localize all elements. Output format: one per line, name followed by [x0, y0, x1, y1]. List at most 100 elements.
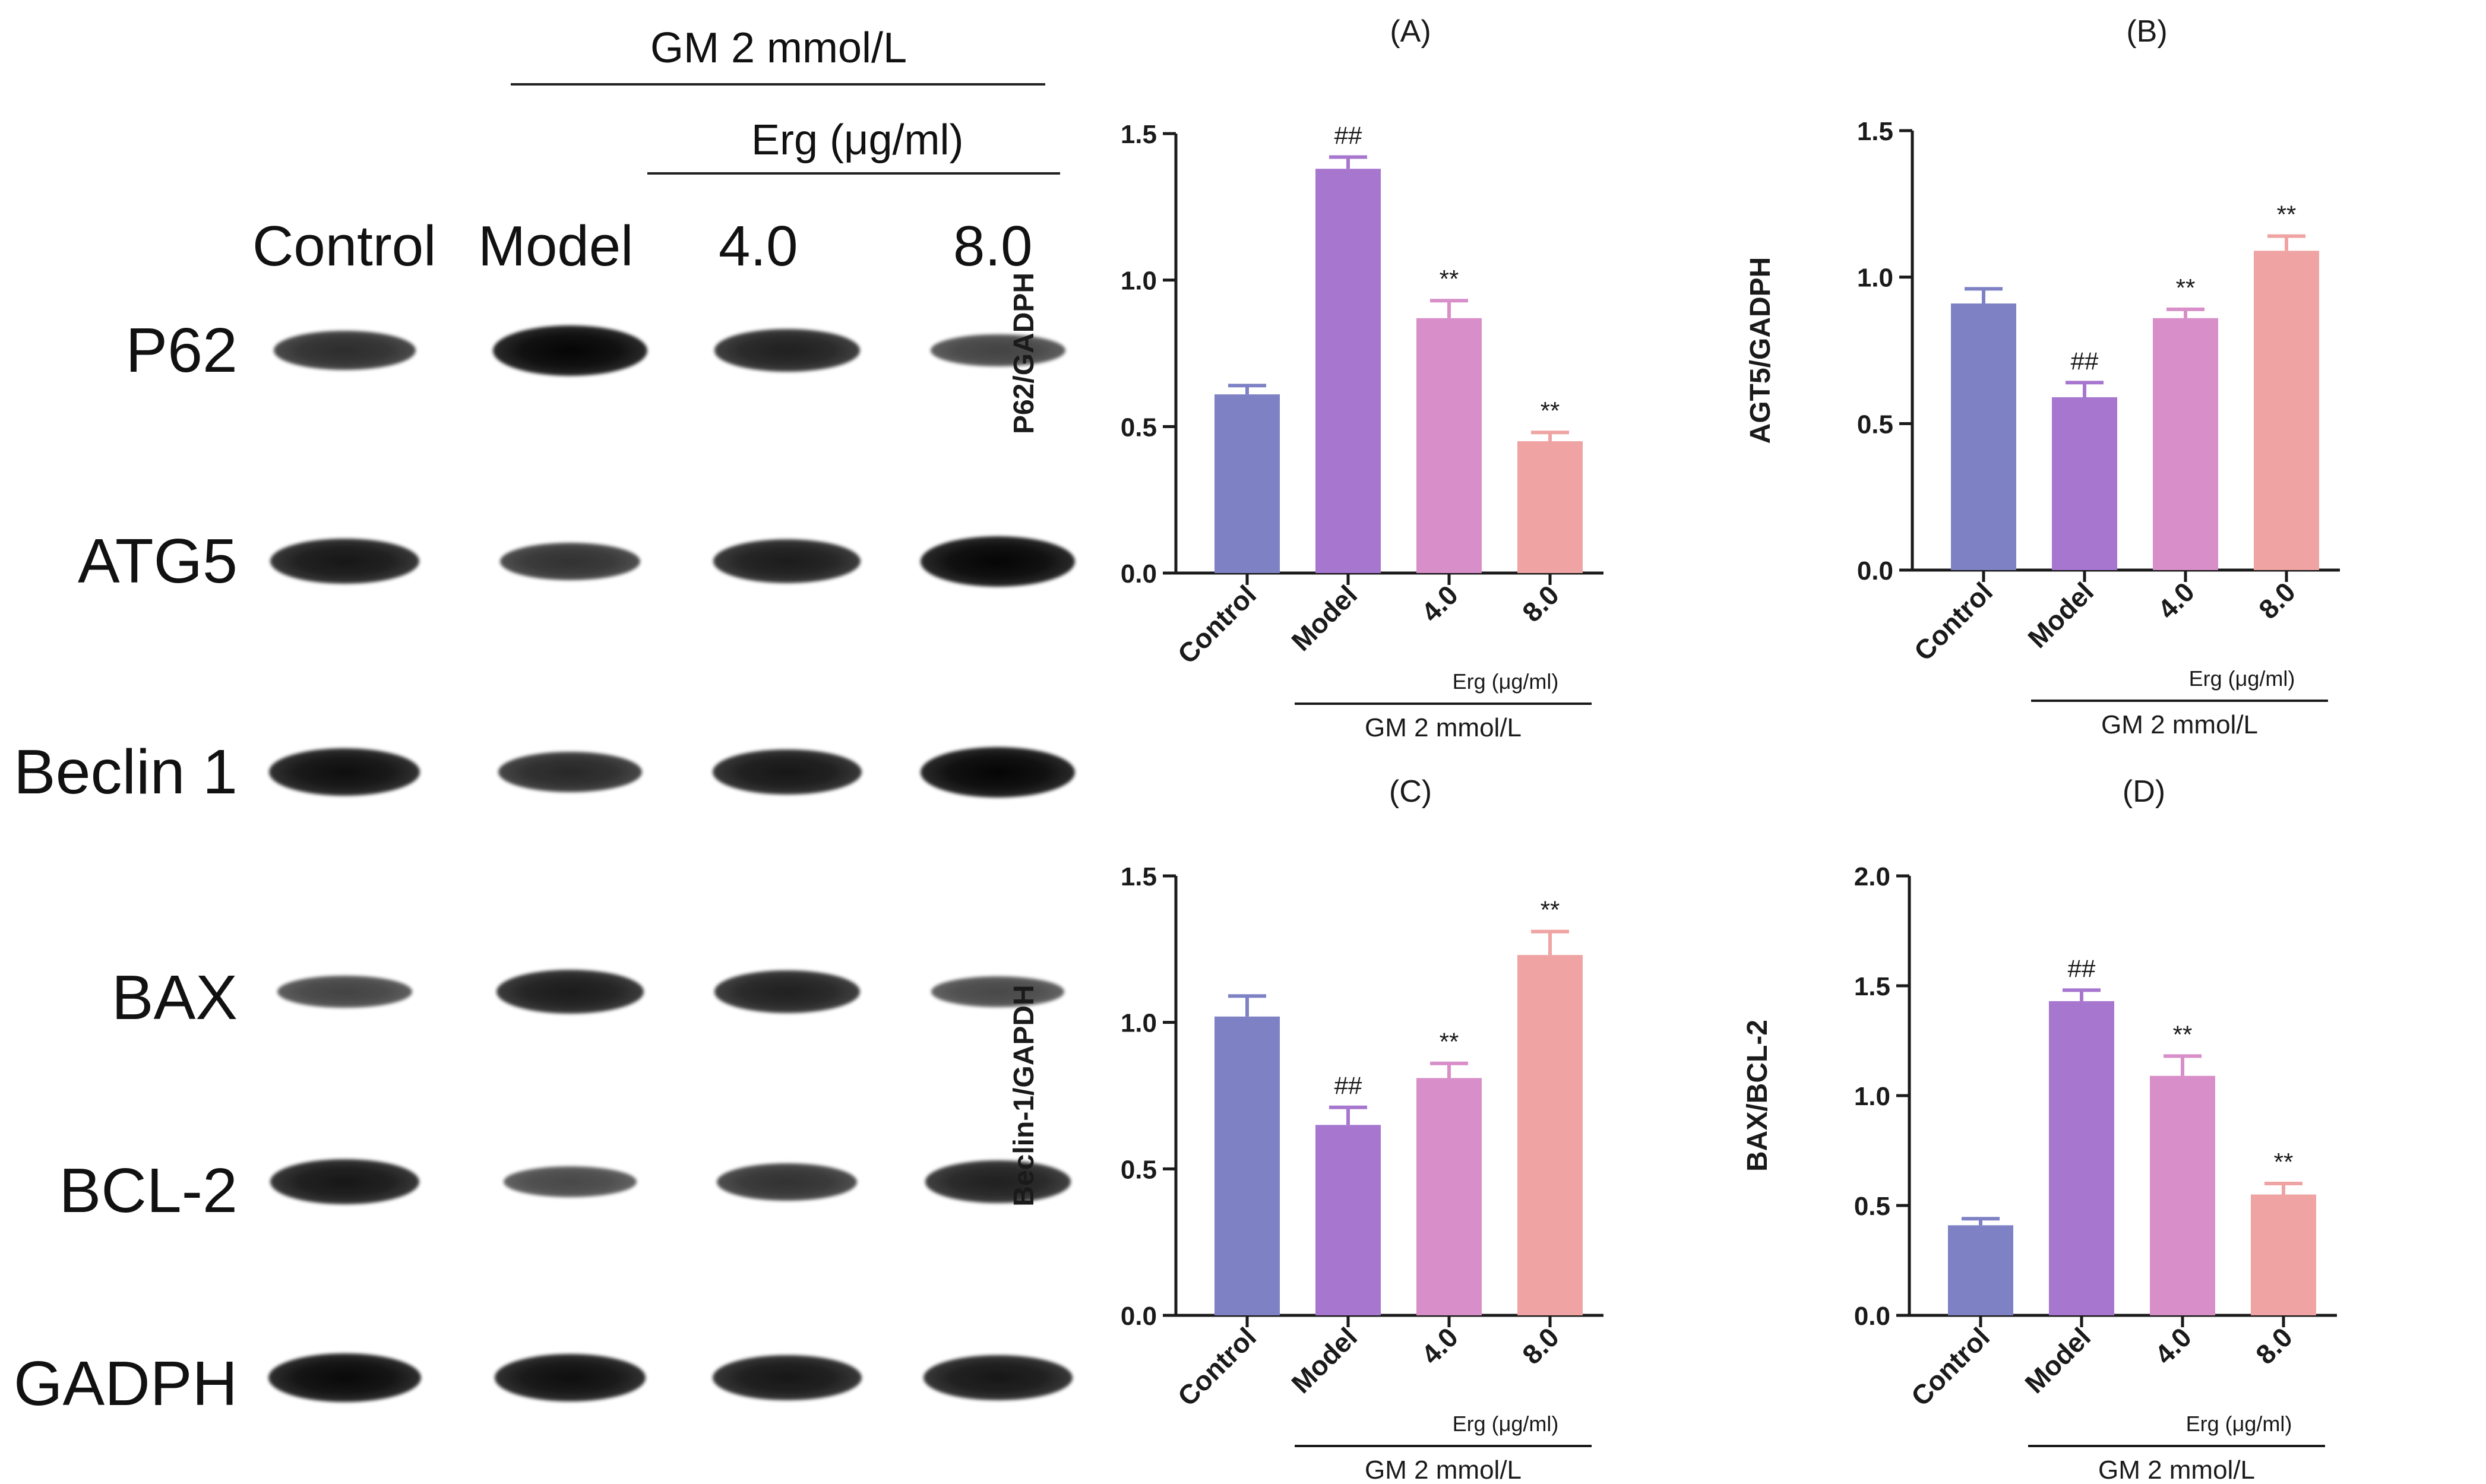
blot-band: [712, 1355, 862, 1401]
bar: [2052, 397, 2117, 570]
x-category-label: 4.0: [1415, 1321, 1464, 1370]
blot-lane-label-erg4: 4.0: [719, 214, 798, 278]
significance-mark: **: [2176, 274, 2196, 302]
blot-band: [496, 970, 644, 1014]
bar: [2150, 1075, 2215, 1315]
blot-band: [277, 975, 412, 1008]
chart-title: (D): [2123, 774, 2165, 809]
x-category-label: 8.0: [2253, 576, 2301, 625]
significance-mark: **: [1541, 397, 1560, 425]
x-category-label: Control: [1172, 1321, 1262, 1412]
blot-band: [273, 331, 416, 370]
bar: [2153, 318, 2218, 570]
y-tick-label: 0.5: [1854, 1192, 1890, 1221]
y-tick-label: 1.0: [1121, 1009, 1157, 1038]
chart-a-p62: (A) 0.0 0.5 1.0 1.5 P62/GADPH Control ## Model **…: [1008, 14, 1603, 742]
x-category-label: Model: [1285, 579, 1363, 657]
bar: [1517, 441, 1583, 573]
blot-band: [925, 1160, 1071, 1203]
dose-label: Erg (μg/ml): [2189, 666, 2295, 691]
y-tick-label: 0.0: [1121, 559, 1157, 588]
x-category-label: 8.0: [1516, 1321, 1565, 1370]
y-axis-label: BAX/BCL-2: [1742, 1020, 1773, 1172]
significance-mark: **: [1440, 1028, 1459, 1056]
significance-mark: ##: [1334, 121, 1362, 149]
dose-label: Erg (μg/ml): [1453, 669, 1559, 694]
x-category-label: Control: [1172, 579, 1262, 669]
chart-d-bax-bcl2: (D) 0.0 0.5 1.0 1.5 2.0 BAX/BCL-2 Control ## Mode…: [1742, 774, 2337, 1484]
group-label: GM 2 mmol/L: [1365, 1455, 1522, 1484]
y-tick-label: 0.5: [1121, 413, 1157, 442]
blot-band: [921, 746, 1075, 798]
dose-label: Erg (μg/ml): [1453, 1412, 1559, 1436]
blot-band: [495, 1354, 646, 1401]
y-tick-label: 0.5: [1857, 410, 1893, 439]
bar: [1416, 318, 1482, 573]
y-tick-label: 0.5: [1121, 1155, 1157, 1184]
y-tick-label: 1.5: [1121, 862, 1157, 891]
bar: [1315, 1125, 1381, 1315]
significance-mark: ##: [2068, 954, 2096, 982]
x-category-label: Control: [1905, 1321, 1995, 1412]
blot-band: [498, 751, 642, 793]
western-blot-panel: GM 2 mmol/L Erg (μg/ml) Control Model 4.…: [0, 0, 1081, 1484]
y-tick-label: 1.5: [1121, 120, 1157, 149]
bar: [1517, 955, 1583, 1315]
blot-band: [923, 1355, 1073, 1401]
chart-title: (A): [1390, 14, 1431, 49]
chart-title: (B): [2126, 14, 2167, 49]
group-label: GM 2 mmol/L: [2101, 710, 2258, 739]
blot-lane-label-model: Model: [478, 214, 634, 278]
chart-title: (C): [1389, 774, 1432, 809]
y-tick-label: 2.0: [1854, 862, 1890, 891]
y-tick-label: 1.5: [1854, 972, 1890, 1001]
blot-band: [493, 325, 647, 376]
y-tick-label: 0.0: [1854, 1302, 1890, 1331]
blot-row-label: P62: [125, 315, 238, 385]
blot-band: [268, 1353, 421, 1403]
group-label: GM 2 mmol/L: [2098, 1455, 2255, 1484]
blot-row-label: Beclin 1: [13, 737, 238, 807]
blot-band: [504, 1166, 637, 1197]
y-tick-label: 1.0: [1854, 1082, 1890, 1111]
blot-row-label: BAX: [111, 963, 238, 1033]
y-axis-label: P62/GADPH: [1008, 273, 1040, 434]
bar: [2254, 251, 2319, 570]
blot-band: [931, 976, 1064, 1007]
y-axis-label: Beclin-1/GAPDH: [1008, 985, 1040, 1206]
x-category-label: 8.0: [1516, 579, 1565, 628]
significance-mark: **: [2277, 201, 2297, 229]
blot-lane-label-control: Control: [252, 214, 437, 278]
blot-band: [714, 329, 860, 372]
blot-lane-label-erg8: 8.0: [953, 214, 1033, 278]
bar: [1951, 303, 2016, 570]
y-tick-label: 0.0: [1121, 1302, 1157, 1331]
bar: [2251, 1194, 2316, 1315]
blot-band: [713, 539, 861, 583]
blot-band: [500, 542, 640, 580]
blot-band: [921, 536, 1075, 587]
x-category-label: Control: [1908, 576, 1998, 666]
x-category-label: 4.0: [2149, 1321, 2197, 1370]
x-category-label: 8.0: [2250, 1321, 2298, 1370]
bar: [2049, 1001, 2114, 1315]
group-label: GM 2 mmol/L: [1365, 713, 1522, 742]
y-axis-label: AGT5/GADPH: [1745, 257, 1776, 444]
x-category-label: 4.0: [2152, 576, 2200, 625]
y-tick-label: 1.0: [1857, 264, 1893, 293]
blot-row-label: ATG5: [78, 526, 238, 596]
bar: [1214, 1016, 1280, 1315]
blot-row-label: BCL-2: [59, 1156, 238, 1226]
blot-band: [717, 1163, 857, 1201]
blot-row-label: GADPH: [14, 1349, 238, 1419]
blot-header-dose: Erg (μg/ml): [751, 116, 964, 164]
significance-mark: **: [2173, 1020, 2193, 1048]
y-tick-label: 0.0: [1857, 556, 1893, 586]
x-category-label: Model: [1285, 1321, 1363, 1399]
bar: [1214, 394, 1280, 573]
blot-band: [269, 748, 420, 796]
blot-band: [270, 1159, 419, 1205]
blot-band: [712, 749, 862, 795]
blot-band: [930, 334, 1065, 367]
bar: [1315, 169, 1381, 573]
